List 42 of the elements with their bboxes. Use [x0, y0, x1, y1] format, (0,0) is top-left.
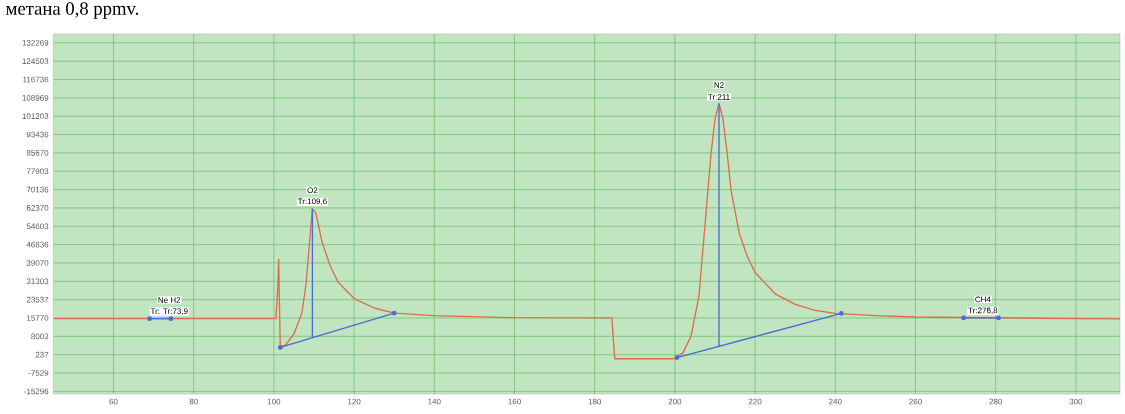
x-tick-label: 80 [189, 398, 198, 405]
y-tick-label: 70136 [26, 186, 49, 193]
annotation: Ne H2 [158, 297, 181, 303]
y-tick-label: 15770 [27, 315, 49, 321]
y-tick-label: 108969 [22, 95, 49, 101]
annotation: Tr: Tr:73,9 [150, 308, 188, 315]
x-tick-label: 160 [508, 398, 521, 405]
y-tick-label: 132269 [22, 39, 49, 46]
y-tick-label: 31303 [26, 278, 49, 285]
y-tick-label: 101203 [22, 113, 49, 120]
y-tick-label: 54603 [26, 223, 49, 230]
y-tick-label: 124503 [22, 58, 49, 64]
x-tick-label: 120 [348, 398, 361, 405]
y-tick-label: 8003 [31, 333, 49, 340]
x-tick-label: 240 [829, 398, 842, 405]
y-tick-label: 39070 [26, 260, 49, 266]
x-tick-label: 280 [989, 398, 1003, 405]
y-tick-label: 116736 [23, 76, 49, 83]
annotation: O2 [307, 187, 318, 194]
x-tick-label: 180 [588, 398, 602, 405]
y-tick-label: 23537 [26, 296, 49, 303]
text: метана 0,8 ppmv. [6, 2, 139, 19]
y-tick-label: 237 [35, 351, 49, 358]
x-tick-label: 260 [909, 398, 922, 405]
y-tick-label: 77903 [26, 168, 49, 175]
x-tick-label: 200 [668, 398, 682, 405]
annotation: Tr:109,6 [297, 198, 327, 206]
x-tick-label: 140 [428, 398, 441, 405]
annotation: Tr:211 [708, 94, 730, 100]
annotation: Tr:276,8 [968, 307, 998, 315]
y-tick-label: 93436 [26, 131, 49, 138]
annotation: N2 [714, 82, 724, 88]
x-tick-label: 300 [1069, 398, 1083, 405]
x-tick-label: 60 [109, 398, 118, 405]
y-tick-label: -7529 [28, 370, 49, 376]
y-tick-label: 46836 [26, 241, 49, 248]
y-tick-label: -15296 [24, 388, 49, 395]
x-tick-label: 220 [748, 398, 762, 405]
x-tick-label: 100 [267, 398, 281, 405]
annotation: CH4 [975, 296, 991, 303]
y-tick-label: 62370 [26, 205, 49, 211]
y-tick-label: 85670 [26, 150, 49, 156]
